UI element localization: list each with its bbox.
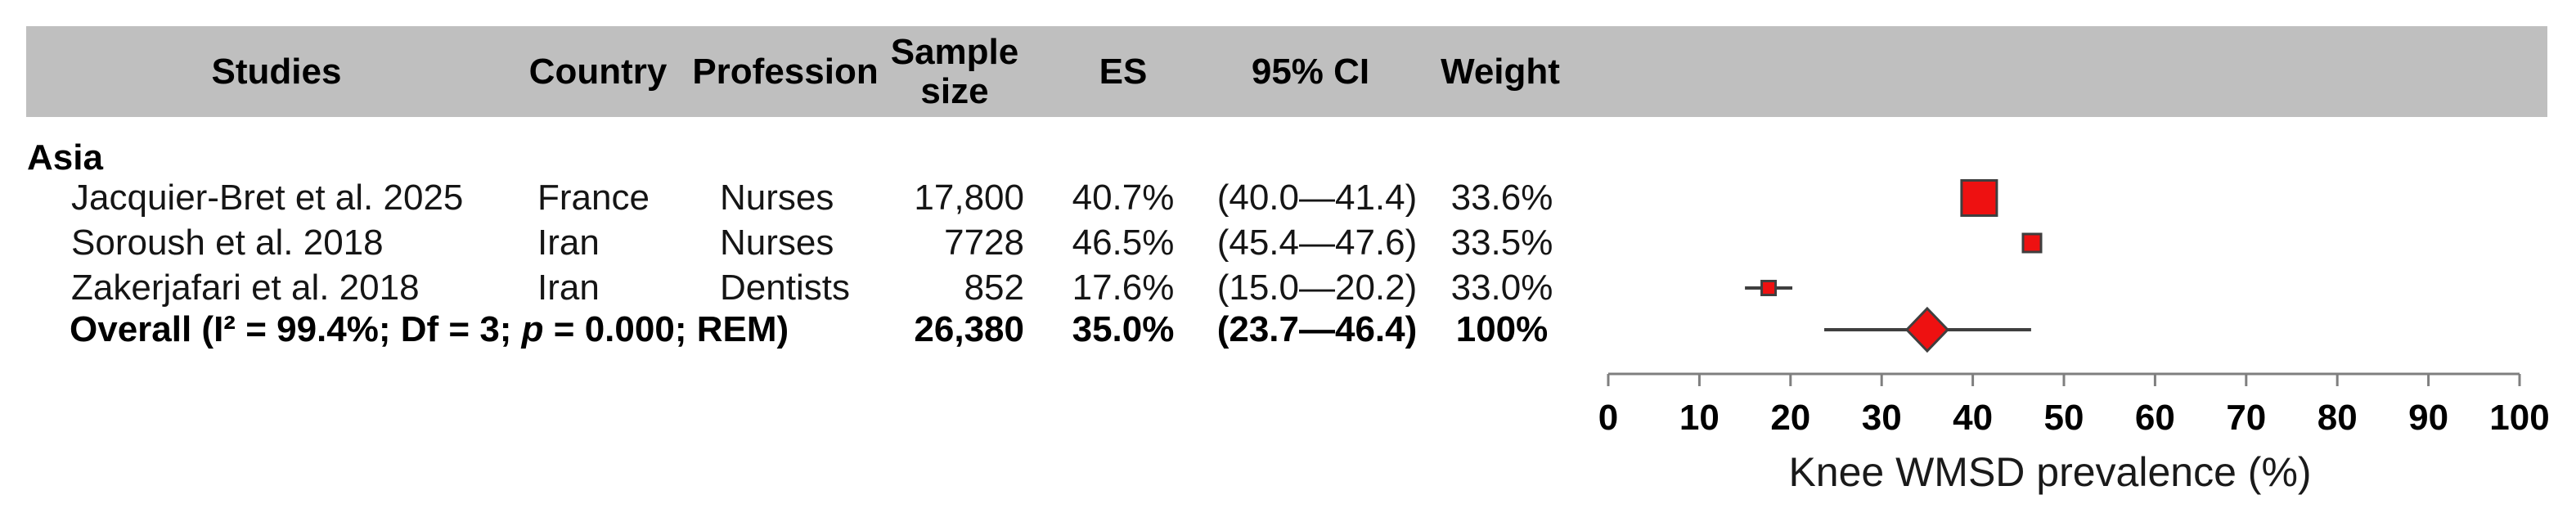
- sample-size-value: 17,800: [914, 178, 1024, 218]
- column-header-sample-size: Sample size: [890, 31, 1019, 111]
- x-tick-label: 80: [2318, 398, 2358, 438]
- weight-value: 33.0%: [1450, 268, 1553, 308]
- weight-value: 33.5%: [1450, 223, 1553, 263]
- study-square-marker: [1760, 280, 1778, 296]
- overall-row: Overall (I² = 99.4%; Df = 3; p = 0.000; …: [0, 304, 1636, 355]
- x-tick-label: 60: [2135, 398, 2175, 438]
- x-axis-title: Knee WMSD prevalence (%): [1788, 449, 2311, 495]
- x-tick-label: 100: [2489, 398, 2549, 438]
- table-row: Jacquier-Bret et al. 2025 France Nurses …: [0, 173, 1636, 223]
- overall-label-suffix: = 0.000; REM): [543, 309, 789, 349]
- es-value: 17.6%: [1072, 268, 1175, 308]
- column-header-es: ES: [1099, 51, 1148, 92]
- x-tick-label: 20: [1770, 398, 1810, 438]
- overall-sample-size: 26,380: [914, 309, 1024, 349]
- column-header-country: Country: [528, 51, 668, 92]
- ci-value: (40.0—41.4): [1216, 178, 1418, 218]
- study-square-marker: [2021, 232, 2043, 254]
- column-header-weight: Weight: [1441, 51, 1560, 92]
- study-name: Soroush et al. 2018: [71, 223, 384, 263]
- profession-value: Nurses: [720, 178, 834, 218]
- overall-weight: 100%: [1455, 309, 1549, 349]
- overall-diamond-marker: [1904, 306, 1949, 353]
- x-tick-label: 90: [2408, 398, 2448, 438]
- table-row: Soroush et al. 2018 Iran Nurses 7728 46.…: [0, 218, 1636, 268]
- group-row: Asia: [0, 133, 1636, 183]
- profession-value: Nurses: [720, 223, 834, 263]
- x-tick-label: 10: [1679, 398, 1720, 438]
- es-value: 40.7%: [1072, 178, 1175, 218]
- es-value: 46.5%: [1072, 223, 1175, 263]
- overall-label: Overall (I² = 99.4%; Df = 3; p = 0.000; …: [70, 304, 789, 355]
- study-name: Jacquier-Bret et al. 2025: [71, 178, 464, 218]
- table-header-band: [26, 26, 2547, 117]
- x-tick-label: 70: [2226, 398, 2266, 438]
- overall-label-p: p: [521, 309, 544, 349]
- weight-value: 33.6%: [1450, 178, 1553, 218]
- group-label: Asia: [27, 137, 103, 178]
- column-header-ci: 95% CI: [1251, 51, 1370, 92]
- country-value: France: [537, 178, 650, 218]
- overall-ci: (23.7—46.4): [1216, 309, 1418, 349]
- ci-value: (15.0—20.2): [1216, 268, 1418, 308]
- x-tick-label: 50: [2044, 398, 2084, 438]
- column-header-profession: Profession: [692, 51, 879, 92]
- sample-size-value: 852: [964, 268, 1024, 308]
- x-tick-label: 0: [1598, 398, 1618, 438]
- column-header-studies: Studies: [211, 51, 342, 92]
- ci-value: (45.4—47.6): [1216, 223, 1418, 263]
- x-tick-label: 30: [1862, 398, 1902, 438]
- country-value: Iran: [537, 268, 600, 308]
- overall-es: 35.0%: [1072, 309, 1175, 349]
- sample-size-value: 7728: [944, 223, 1024, 263]
- table-row: Zakerjafari et al. 2018 Iran Dentists 85…: [0, 263, 1636, 313]
- country-value: Iran: [537, 223, 600, 263]
- study-square-marker: [1960, 179, 1998, 217]
- study-name: Zakerjafari et al. 2018: [71, 268, 420, 308]
- overall-label-prefix: Overall (I² = 99.4%; Df = 3;: [70, 309, 522, 349]
- x-tick-label: 40: [1953, 398, 1993, 438]
- profession-value: Dentists: [720, 268, 850, 308]
